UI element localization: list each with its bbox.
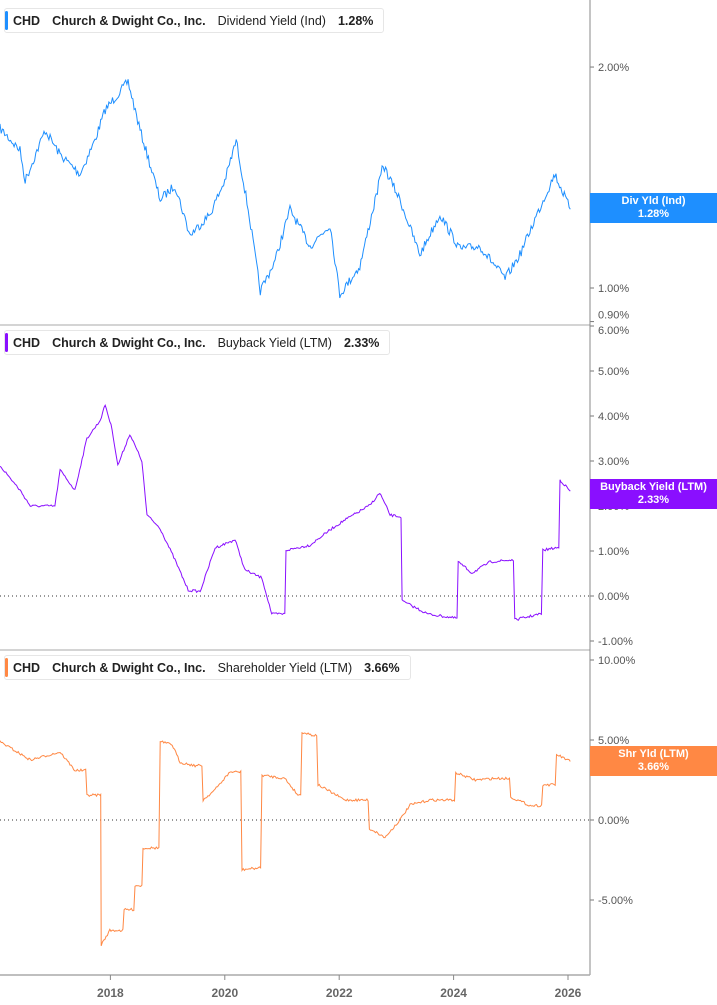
legend-metric: Shareholder Yield (LTM) [217, 660, 353, 675]
x-tick-label: 2018 [97, 986, 124, 1000]
tag-label: Div Yld (Ind) [621, 195, 686, 207]
y-tick-label: 0.90% [598, 310, 629, 322]
y-tick-label: 4.00% [598, 411, 629, 423]
legend-company: Church & Dwight Co., Inc. [52, 335, 206, 350]
tag-label: Buyback Yield (LTM) [600, 481, 707, 493]
y-tick-label: 1.00% [598, 546, 629, 558]
legend-value: 1.28% [337, 13, 374, 28]
y-tick-label: 1.00% [598, 283, 629, 295]
legend-company: Church & Dwight Co., Inc. [52, 13, 206, 28]
tag-label: Shr Yld (LTM) [618, 748, 689, 760]
legend-buyback-yield: CHD Church & Dwight Co., Inc. Buyback Yiel… [4, 330, 391, 355]
y-tick-label: 2.00% [598, 62, 629, 74]
tag-value: 3.66% [637, 761, 670, 773]
x-tick-label: 2026 [555, 986, 582, 1000]
legend-ticker: CHD [13, 660, 41, 675]
x-tick-label: 2024 [440, 986, 467, 1000]
x-tick-label: 2022 [326, 986, 353, 1000]
legend-metric: Dividend Yield (Ind) [217, 13, 326, 28]
legend-ticker: CHD [13, 335, 41, 350]
series-line-0 [0, 78, 571, 299]
y-tick-label: 10.00% [598, 655, 636, 667]
series-line-2 [0, 731, 571, 947]
tag-value: 2.33% [637, 494, 670, 506]
series-line-1 [0, 404, 571, 621]
legend-value: 2.33% [343, 335, 380, 350]
legend-company: Church & Dwight Co., Inc. [52, 660, 206, 675]
y-tick-label: -1.00% [598, 636, 633, 648]
legend-ticker: CHD [13, 13, 41, 28]
y-tick-label: 0.00% [598, 815, 629, 827]
last-value-tag-shareholder: Shr Yld (LTM) 3.66% [590, 746, 717, 776]
tag-value: 1.28% [637, 208, 670, 220]
y-tick-label: 6.00% [598, 325, 629, 337]
y-tick-label: 0.00% [598, 591, 629, 603]
y-tick-label: -5.00% [598, 895, 633, 907]
y-tick-label: 5.00% [598, 366, 629, 378]
legend-dividend-yield: CHD Church & Dwight Co., Inc. Dividend Yie… [4, 8, 385, 33]
legend-metric: Buyback Yield (LTM) [217, 335, 332, 350]
y-tick-label: 3.00% [598, 456, 629, 468]
last-value-tag-dividend: Div Yld (Ind) 1.28% [590, 193, 717, 223]
x-tick-label: 2020 [211, 986, 238, 1000]
last-value-tag-buyback: Buyback Yield (LTM) 2.33% [590, 479, 717, 509]
legend-shareholder-yield: CHD Church & Dwight Co., Inc. Shareholder … [4, 655, 411, 680]
y-tick-label: 5.00% [598, 735, 629, 747]
legend-value: 3.66% [364, 660, 400, 675]
